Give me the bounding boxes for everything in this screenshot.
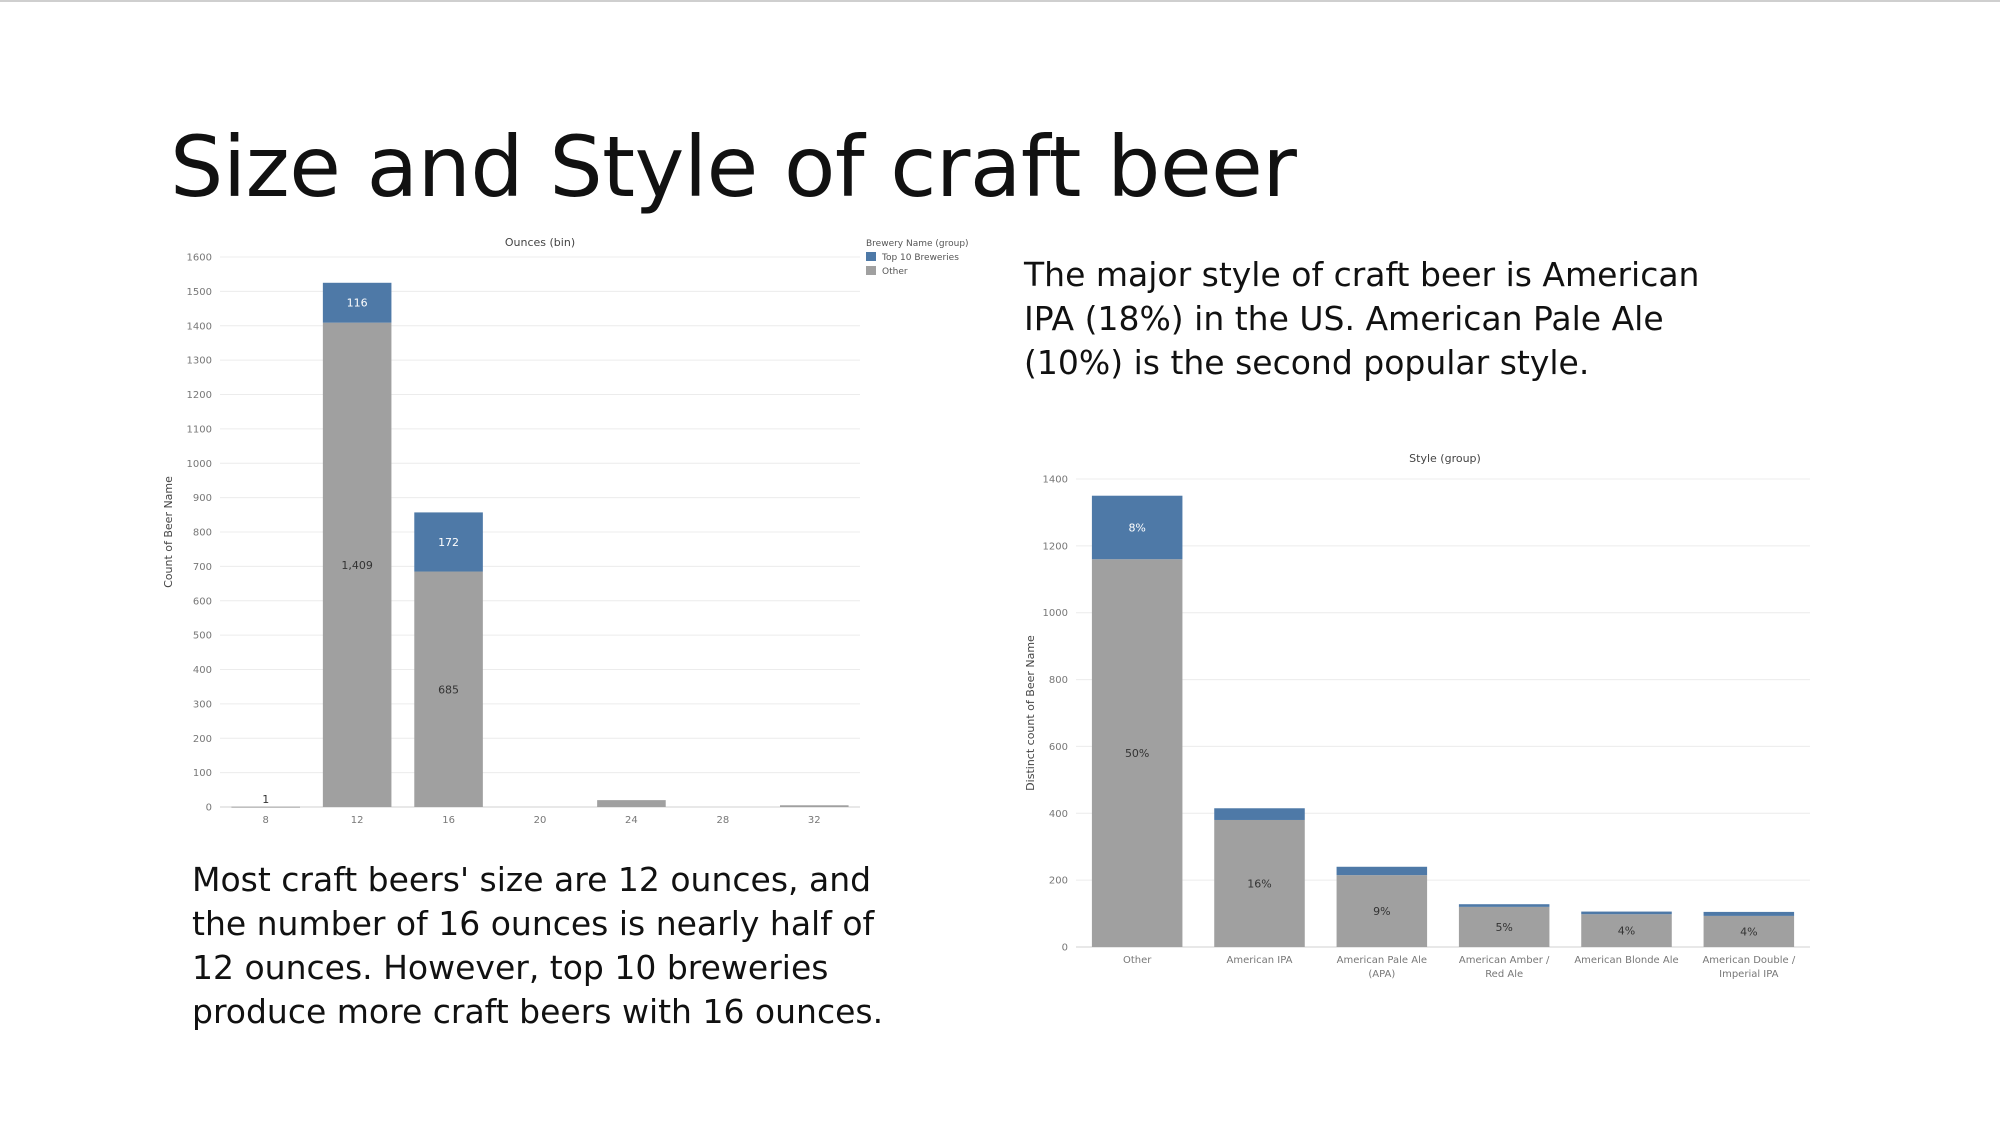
y-tick-label: 800 [1049, 675, 1068, 686]
bar-top10-1 [1214, 808, 1305, 820]
x-tick-label: 28 [716, 815, 729, 826]
x-tick-label: American Amber / [1459, 955, 1550, 966]
chart-title: Ounces (bin) [505, 236, 575, 249]
y-tick-label: 1000 [1043, 608, 1068, 619]
x-tick-label: (APA) [1368, 969, 1395, 980]
x-tick-label: 32 [808, 815, 821, 826]
caption-size: Most craft beers' size are 12 ounces, an… [192, 860, 884, 1031]
data-label-other: 685 [438, 683, 459, 696]
y-tick-label: 1600 [187, 253, 212, 264]
bar-other-2 [414, 571, 483, 807]
x-tick-label: 12 [351, 815, 364, 826]
bar-other-1 [322, 322, 392, 807]
bar-other-1 [1214, 819, 1305, 947]
data-label-other: 4% [1740, 925, 1757, 938]
data-label-top10: 172 [438, 536, 459, 549]
legend-entry: Top 10 Breweries [881, 253, 959, 263]
y-tick-label: 1100 [187, 424, 212, 435]
bar-top10-5 [1703, 911, 1795, 916]
bar-other-4 [597, 800, 666, 807]
y-tick-label: 0 [1062, 943, 1068, 954]
bar-other-5 [1703, 915, 1795, 947]
bar-top10-2 [1336, 866, 1428, 876]
y-tick-label: 1200 [1043, 541, 1068, 552]
bar-other-3 [1458, 906, 1550, 947]
bar-other-2 [1336, 875, 1428, 947]
data-label-other: 4% [1618, 925, 1635, 938]
y-axis-title: Distinct count of Beer Name [1024, 635, 1037, 791]
y-tick-label: 1400 [1043, 475, 1068, 486]
y-tick-label: 200 [193, 734, 212, 745]
x-tick-label: 16 [442, 815, 455, 826]
y-tick-label: 1400 [187, 321, 212, 332]
y-tick-label: 800 [193, 528, 212, 539]
y-tick-label: 600 [1049, 742, 1068, 753]
x-tick-label: 8 [263, 815, 269, 826]
bar-top10-4 [1581, 911, 1672, 915]
y-tick-label: 700 [193, 562, 212, 573]
y-tick-label: 100 [193, 768, 212, 779]
x-tick-label: American IPA [1227, 955, 1293, 966]
legend-title: Brewery Name (group) [866, 239, 969, 249]
ounces-bar-chart: Ounces (bin) Count of Beer Name 0 100 200 300… [162, 236, 969, 826]
data-label-other: 1 [262, 793, 269, 806]
bar-other-4 [1581, 914, 1672, 947]
data-label-other: 16% [1247, 877, 1271, 890]
top-border [0, 0, 2000, 2]
y-tick-label: 0 [206, 803, 212, 814]
x-tick-label: Red Ale [1485, 969, 1523, 980]
y-tick-label: 200 [1049, 876, 1068, 887]
data-label-other: 50% [1125, 747, 1149, 760]
x-tick-label: Imperial IPA [1719, 969, 1779, 980]
chart-title: Style (group) [1409, 452, 1481, 465]
bar-top10-2 [414, 512, 483, 572]
y-tick-label: 900 [193, 493, 212, 504]
bar-top10-1 [322, 282, 392, 323]
y-tick-label: 300 [193, 699, 212, 710]
y-tick-label: 400 [193, 665, 212, 676]
y-tick-label: 1200 [187, 390, 212, 401]
x-tick-label: Other [1123, 955, 1152, 966]
style-bar-chart: Style (group) Distinct count of Beer Name… [1024, 452, 1810, 980]
bar-other-0 [231, 806, 300, 808]
x-tick-label: American Blonde Ale [1574, 955, 1678, 966]
x-tick-label: American Pale Ale [1337, 955, 1427, 966]
y-tick-label: 1500 [187, 287, 212, 298]
data-label-top10: 116 [347, 297, 368, 310]
data-label-other: 5% [1495, 921, 1512, 934]
caption-style: The major style of craft beer is America… [1024, 255, 1700, 382]
x-tick-label: 24 [625, 815, 638, 826]
y-tick-label: 1300 [187, 356, 212, 367]
y-axis-title: Count of Beer Name [162, 476, 175, 588]
x-tick-label: 20 [534, 815, 547, 826]
data-label-other: 9% [1373, 905, 1390, 918]
x-tick-label: American Double / [1702, 955, 1795, 966]
y-tick-label: 400 [1049, 809, 1068, 820]
y-tick-label: 1000 [187, 459, 212, 470]
y-tick-label: 500 [193, 631, 212, 642]
legend-swatch [866, 266, 876, 275]
legend-swatch [866, 252, 876, 261]
slide-title: Size and Style of craft beer [170, 118, 1297, 216]
data-label-other: 1,409 [341, 559, 373, 572]
y-tick-label: 600 [193, 596, 212, 607]
data-label-top10: 8% [1128, 521, 1145, 534]
bar-other-0 [1091, 559, 1183, 947]
bar-other-6 [780, 805, 849, 807]
legend-entry: Other [882, 267, 908, 277]
bar-top10-0 [1091, 495, 1183, 560]
bar-top10-3 [1458, 904, 1550, 907]
